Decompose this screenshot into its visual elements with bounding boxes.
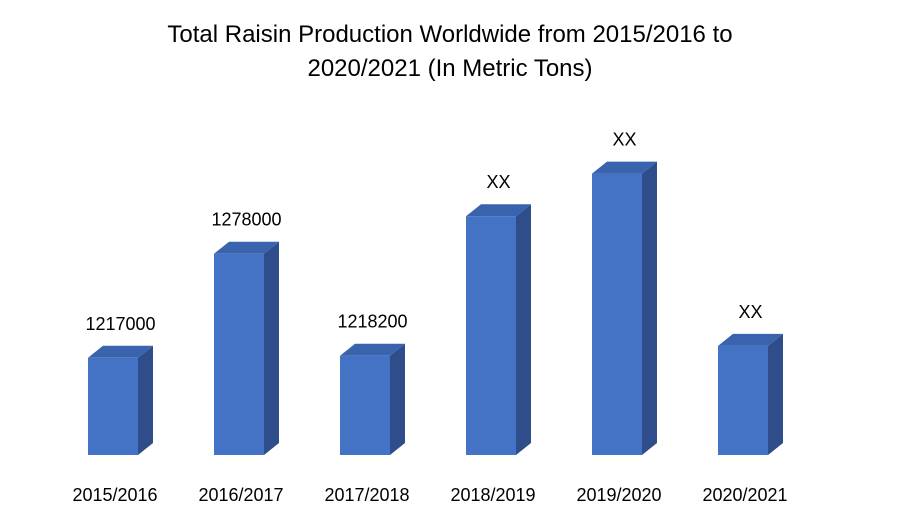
bar-2015-2016 — [88, 345, 153, 455]
bar-front — [340, 355, 390, 455]
data-label: 1278000 — [211, 210, 281, 230]
data-label: 1218200 — [337, 312, 407, 332]
bar-top — [88, 345, 153, 358]
x-tick-label: 2017/2018 — [324, 485, 409, 505]
bar-side — [390, 343, 405, 455]
bar-top — [340, 343, 405, 356]
bar-side — [642, 161, 657, 456]
bar-front — [592, 173, 642, 456]
bar-front — [88, 357, 138, 455]
bar-front — [214, 253, 264, 455]
bars-group — [88, 161, 783, 456]
bar-side — [138, 345, 153, 455]
bar-side — [264, 241, 279, 455]
x-tick-label: 2018/2019 — [450, 485, 535, 505]
bar-2017-2018 — [340, 343, 405, 455]
chart-title: Total Raisin Production Worldwide from 2… — [167, 21, 733, 82]
x-tick-label: 2015/2016 — [72, 485, 157, 505]
x-tick-label: 2019/2020 — [576, 485, 661, 505]
labels-group: 1217000 2015/2016 1278000 2016/2017 1218200 2… — [72, 130, 787, 505]
x-tick-label: 2020/2021 — [702, 485, 787, 505]
data-label: XX — [612, 130, 636, 150]
bar-side — [768, 333, 783, 455]
data-label: 1217000 — [85, 314, 155, 334]
x-tick-label: 2016/2017 — [198, 485, 283, 505]
bar-front — [718, 345, 768, 455]
bar-front — [466, 216, 516, 455]
bar-top — [214, 241, 279, 254]
bar-top — [466, 204, 531, 217]
bar-2019-2020 — [592, 161, 657, 456]
data-label: XX — [486, 172, 510, 192]
bar-top — [592, 161, 657, 174]
bar-side — [516, 204, 531, 455]
bar-2016-2017 — [214, 241, 279, 455]
data-label: XX — [738, 302, 762, 322]
bar-top — [718, 333, 783, 346]
bar-2020-2021 — [718, 333, 783, 455]
bar-2018-2019 — [466, 204, 531, 455]
